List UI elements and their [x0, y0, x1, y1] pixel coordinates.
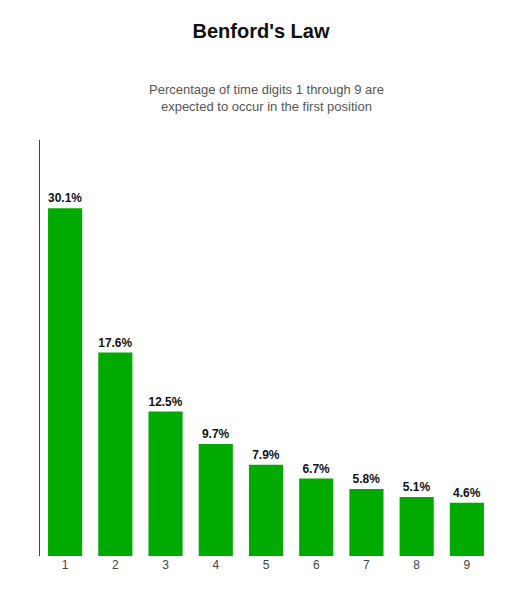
svg-text:7: 7: [363, 558, 370, 572]
svg-text:Benford's Law: Benford's Law: [193, 20, 330, 42]
svg-text:5: 5: [263, 558, 270, 572]
svg-text:9.7%: 9.7%: [202, 427, 230, 441]
svg-text:7.9%: 7.9%: [252, 448, 280, 462]
svg-text:1: 1: [62, 558, 69, 572]
svg-text:4: 4: [212, 558, 219, 572]
svg-text:9: 9: [464, 558, 471, 572]
svg-text:2: 2: [112, 558, 119, 572]
svg-text:6: 6: [313, 558, 320, 572]
svg-text:8: 8: [413, 558, 420, 572]
svg-text:3: 3: [162, 558, 169, 572]
svg-text:17.6%: 17.6%: [98, 336, 132, 350]
svg-text:30.1%: 30.1%: [48, 191, 82, 205]
svg-text:Percentage of time digits 1 th: Percentage of time digits 1 through 9 ar…: [149, 82, 384, 114]
svg-text:5.8%: 5.8%: [353, 472, 381, 486]
svg-text:6.7%: 6.7%: [302, 462, 330, 476]
svg-text:12.5%: 12.5%: [149, 395, 183, 409]
svg-text:5.1%: 5.1%: [403, 480, 431, 494]
svg-text:4.6%: 4.6%: [453, 486, 481, 500]
